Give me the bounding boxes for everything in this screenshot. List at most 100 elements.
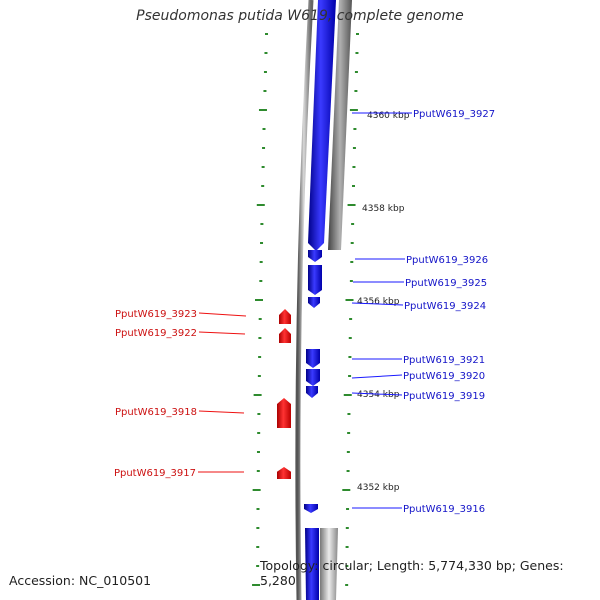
scale-tick: [259, 261, 263, 263]
scale-label: 4352 kbp: [357, 483, 400, 493]
scale-tick: [257, 432, 261, 434]
label-leader-line: [351, 392, 403, 396]
scale-tick: [345, 565, 349, 567]
gene-label-PputW619_3926[interactable]: PputW619_3926: [406, 255, 488, 266]
gene-label-PputW619_3923[interactable]: PputW619_3923: [115, 309, 197, 320]
scale-tick: [343, 394, 352, 396]
scale-tick: [347, 204, 356, 206]
gene-track: [277, 250, 322, 513]
scale-tick: [263, 90, 267, 92]
gene-labels: PputW619_3927 PputW619_3926 PputW619_3925 P…: [114, 109, 495, 515]
gene-label-PputW619_3925[interactable]: PputW619_3925: [405, 278, 487, 289]
scale-tick: [348, 337, 352, 339]
gene-label-PputW619_3916[interactable]: PputW619_3916: [403, 504, 485, 515]
gene-label-PputW619_3927[interactable]: PputW619_3927: [413, 109, 495, 120]
gene-PputW619_3921-shape[interactable]: [306, 349, 320, 368]
gene-PputW619_3922-shape[interactable]: [279, 328, 291, 343]
scale-tick: [252, 489, 261, 491]
gene-label-PputW619_3924[interactable]: PputW619_3924: [404, 301, 486, 312]
scale-tick: [347, 413, 351, 415]
scale-tick: [258, 356, 262, 358]
scale-label: 4360 kbp: [367, 111, 410, 121]
scale-tick: [349, 280, 353, 282]
genome-backbone: [295, 0, 314, 600]
scale-tick: [255, 299, 263, 301]
scale-tick: [260, 242, 264, 244]
scale-tick: [256, 527, 260, 529]
map-title: Pseudomonas putida W619, complete genome: [136, 8, 464, 24]
scale-tick: [345, 299, 354, 301]
gene-label-PputW619_3922[interactable]: PputW619_3922: [115, 328, 197, 339]
accession-text: Accession: NC_010501: [9, 573, 152, 588]
scale-tick: [265, 33, 269, 35]
scale-tick: [348, 356, 352, 358]
scale-tick: [346, 508, 350, 510]
label-leader-line: [198, 312, 247, 317]
gene-PputW619_3916-shape[interactable]: [304, 504, 318, 513]
gene-PputW619_3918-shape[interactable]: [277, 398, 291, 428]
scale-tick: [264, 52, 268, 54]
scale-tick: [353, 128, 357, 130]
scale-tick: [355, 52, 359, 54]
scale-tick: [258, 318, 262, 320]
scale-tick: [262, 128, 266, 130]
scale-tick: [347, 432, 351, 434]
topology-summary: Topology: circular; Length: 5,774,330 bp…: [260, 558, 564, 588]
scale-tick: [346, 470, 350, 472]
feature-blue-top: [308, 0, 336, 251]
scale-tick: [257, 375, 261, 377]
gene-PputW619_3920-shape[interactable]: [306, 369, 320, 386]
gene-PputW619_3923-shape[interactable]: [279, 309, 291, 324]
scale-tick: [256, 204, 265, 206]
scale-tick: [352, 166, 356, 168]
scale-tick: [253, 394, 262, 396]
scale-tick: [263, 71, 267, 73]
scale-tick: [349, 109, 358, 111]
gene-label-PputW619_3918[interactable]: PputW619_3918: [115, 407, 197, 418]
gene-PputW619_3924-shape[interactable]: [308, 297, 320, 308]
scale-tick: [257, 413, 261, 415]
scale-tick: [351, 223, 355, 225]
gene-label-PputW619_3920[interactable]: PputW619_3920: [403, 371, 485, 382]
scale-label-bg: [355, 293, 404, 304]
scale-tick: [350, 261, 354, 263]
scale-tick: [256, 508, 260, 510]
label-leader-line: [351, 374, 403, 379]
scale-tick: [349, 318, 353, 320]
scale-tick: [260, 223, 264, 225]
gene-PputW619_3919-shape[interactable]: [306, 386, 318, 398]
scale-tick: [258, 109, 267, 111]
gene-PputW619_3917-shape[interactable]: [277, 467, 291, 479]
gene-label-PputW619_3919[interactable]: PputW619_3919: [403, 391, 485, 402]
gene-PputW619_3926-shape[interactable]: [308, 250, 322, 262]
gene-label-PputW619_3917[interactable]: PputW619_3917: [114, 468, 196, 479]
scale-tick: [256, 546, 260, 548]
scale-ticks: 4360 kbp 4358 kbp 4356 kbp 4354 kbp 4352 kbp: [252, 33, 410, 586]
scale-tick: [345, 546, 349, 548]
scale-tick: [262, 147, 266, 149]
scale-tick: [258, 337, 262, 339]
gene-PputW619_3925-shape[interactable]: [308, 265, 322, 295]
scale-tick: [350, 242, 354, 244]
scale-tick: [354, 90, 358, 92]
feature-gray-top: [328, 0, 352, 250]
scale-tick: [348, 375, 352, 377]
label-leader-line: [198, 331, 246, 335]
scale-tick: [252, 584, 261, 586]
gene-label-PputW619_3921[interactable]: PputW619_3921: [403, 355, 485, 366]
scale-tick: [261, 185, 265, 187]
scale-tick: [256, 565, 260, 567]
scale-tick: [352, 147, 356, 149]
scale-tick: [256, 451, 260, 453]
feature-blue-bottom: [305, 528, 319, 600]
scale-tick: [355, 33, 359, 35]
scale-label: 4358 kbp: [362, 204, 405, 214]
scale-tick: [256, 470, 260, 472]
scale-label: 4354 kbp: [357, 390, 400, 400]
scale-tick: [259, 280, 263, 282]
label-leader-line: [351, 302, 404, 306]
scale-tick: [261, 166, 265, 168]
scale-tick: [342, 489, 351, 491]
scale-tick: [345, 527, 349, 529]
